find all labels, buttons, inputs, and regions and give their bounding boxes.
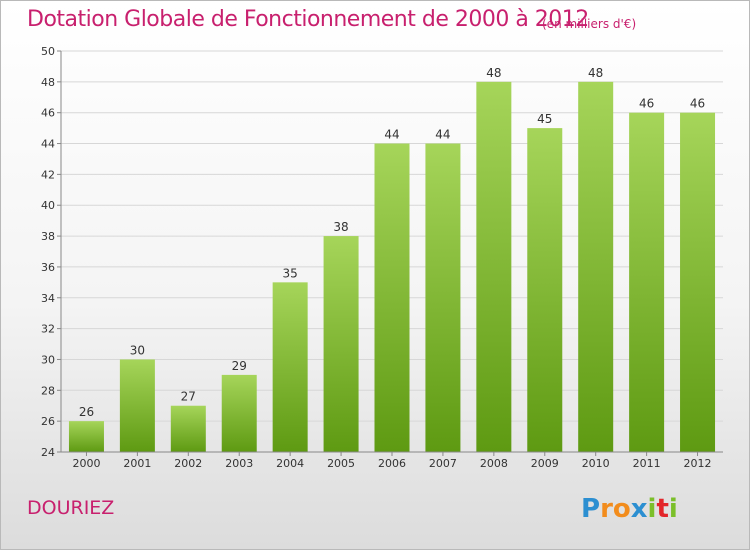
y-tick-label: 26 [41, 415, 55, 428]
y-tick-label: 30 [41, 353, 55, 366]
bar-value-label: 44 [384, 128, 399, 142]
x-tick-label: 2005 [327, 457, 355, 470]
chart-title: Dotation Globale de Fonctionnement de 20… [27, 7, 589, 32]
y-tick-label: 34 [41, 292, 55, 305]
y-tick-label: 36 [41, 261, 55, 274]
bar [68, 421, 104, 452]
y-tick-label: 44 [41, 138, 55, 151]
axes [57, 50, 723, 456]
y-tick-label: 32 [41, 323, 55, 336]
bar [374, 143, 410, 453]
y-tick-label: 50 [41, 45, 55, 58]
bar-value-label: 27 [181, 390, 196, 404]
commune-name: DOURIEZ [27, 497, 115, 519]
bar [680, 112, 716, 452]
x-tick-label: 2002 [174, 457, 202, 470]
svg-text:Proxiti: Proxiti [581, 494, 678, 524]
bar [170, 405, 206, 452]
bar [629, 112, 665, 452]
bar-value-label: 46 [639, 97, 654, 111]
bar [578, 81, 614, 452]
x-tick-label: 2001 [123, 457, 151, 470]
x-tick-label: 2010 [582, 457, 610, 470]
bar-value-label: 35 [283, 266, 298, 280]
x-tick-label: 2011 [633, 457, 661, 470]
bar-value-label: 48 [486, 66, 501, 80]
bar [221, 374, 257, 452]
x-tick-label: 2009 [531, 457, 559, 470]
chart-subtitle: (en milliers d'€) [542, 17, 637, 31]
x-tick-label: 2012 [684, 457, 712, 470]
bar [323, 236, 359, 452]
bar-value-label: 38 [333, 220, 348, 234]
bar-value-label: 44 [435, 128, 450, 142]
y-tick-label: 24 [41, 446, 55, 459]
bar [476, 81, 512, 452]
proxiti-logo: Proxiti [581, 494, 678, 524]
x-tick-label: 2008 [480, 457, 508, 470]
bar-value-label: 30 [130, 343, 145, 357]
y-tick-label: 28 [41, 384, 55, 397]
bars [68, 81, 716, 453]
bar-value-label: 29 [232, 359, 247, 373]
bar-value-label: 26 [79, 405, 94, 419]
y-tick-label: 46 [41, 107, 55, 120]
x-tick-label: 2000 [72, 457, 100, 470]
labels: 24 26 28 30 32 34 36 38 40 42 44 46 48 50 2000 26 2001 30… [41, 45, 712, 470]
y-tick-label: 48 [41, 76, 55, 89]
x-tick-label: 2006 [378, 457, 406, 470]
bar-value-label: 46 [690, 97, 705, 111]
bar-value-label: 48 [588, 66, 603, 80]
bar [119, 359, 155, 452]
x-tick-label: 2004 [276, 457, 304, 470]
x-tick-label: 2007 [429, 457, 457, 470]
y-tick-label: 42 [41, 168, 55, 181]
x-tick-label: 2003 [225, 457, 253, 470]
bar [272, 282, 308, 452]
y-tick-label: 38 [41, 230, 55, 243]
bar [527, 128, 563, 452]
bar-value-label: 45 [537, 112, 552, 126]
y-tick-label: 40 [41, 199, 55, 212]
bar [425, 143, 461, 453]
